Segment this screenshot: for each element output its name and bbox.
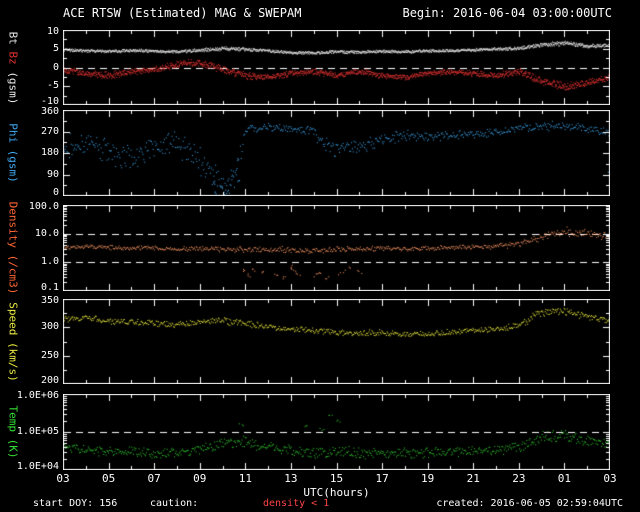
y-tick-label: 200 — [40, 375, 59, 386]
begin-timestamp: Begin: 2016-06-04 03:00:00UTC — [402, 6, 612, 20]
y-tick-label: 100.0 — [28, 201, 59, 212]
x-tick-label: 23 — [512, 472, 526, 485]
y-tick-label: 270 — [40, 125, 59, 137]
x-tick-label: 01 — [557, 472, 572, 485]
y-tick-label: 0 — [52, 187, 59, 198]
x-tick-label: 19 — [421, 472, 435, 485]
start-doy-label: start DOY: 156 — [33, 498, 118, 509]
y-tick-label: 1.0 — [40, 256, 59, 268]
x-tick-label: 21 — [466, 472, 480, 485]
y-tick-label: 250 — [40, 349, 59, 361]
x-tick-label: 11 — [238, 472, 252, 485]
y-tick-label: 10.0 — [34, 227, 59, 239]
x-tick-label: 03 — [603, 472, 617, 485]
density-panel-canvas — [63, 205, 610, 291]
y-tick-label: -5 — [46, 80, 59, 92]
x-tick-label: 17 — [375, 472, 389, 485]
y-tick-label: 10 — [46, 26, 59, 37]
y-tick-label: 90 — [46, 168, 59, 180]
created-timestamp: created: 2016-06-05 02:59:04UTC — [436, 498, 623, 509]
x-tick-label: 15 — [329, 472, 344, 485]
x-tick-label: 03 — [56, 472, 70, 485]
x-axis-title: UTC(hours) — [303, 486, 370, 499]
caution-label: caution: — [150, 498, 199, 509]
y-tick-label: 350 — [40, 295, 59, 306]
y-tick-label: 300 — [40, 321, 59, 333]
y-tick-label: 1.0E+04 — [16, 461, 59, 472]
y-tick-label: -10 — [40, 96, 59, 107]
x-tick-label: 07 — [147, 472, 161, 485]
x-tick-label: 13 — [284, 472, 298, 485]
speed-axis-label: Speed (km/s) — [7, 302, 20, 381]
bt-bz-panel-canvas — [63, 30, 610, 105]
density-axis-label-segment: Density (/cm3) — [6, 201, 20, 295]
caution-value: density < 1 — [263, 498, 330, 509]
x-tick-label: 05 — [101, 472, 116, 485]
x-tick-label: 09 — [193, 472, 207, 485]
y-tick-label: 1.0E+05 — [16, 426, 59, 437]
y-tick-label: 360 — [40, 106, 59, 117]
y-tick-label: 180 — [40, 147, 59, 158]
y-tick-label: 0.1 — [40, 282, 59, 293]
density-axis-label: Density (/cm3) — [7, 202, 20, 295]
phi-panel-canvas — [63, 110, 610, 196]
y-tick-label: 1.0E+06 — [16, 390, 59, 401]
speed-axis-label-segment: Speed (km/s) — [6, 301, 20, 382]
y-tick-label: 5 — [52, 42, 59, 54]
y-tick-label: 0 — [52, 61, 59, 73]
speed-panel-canvas — [63, 299, 610, 384]
plot-title: ACE RTSW (Estimated) MAG & SWEPAM — [63, 6, 302, 20]
temp-panel-canvas — [63, 394, 610, 470]
